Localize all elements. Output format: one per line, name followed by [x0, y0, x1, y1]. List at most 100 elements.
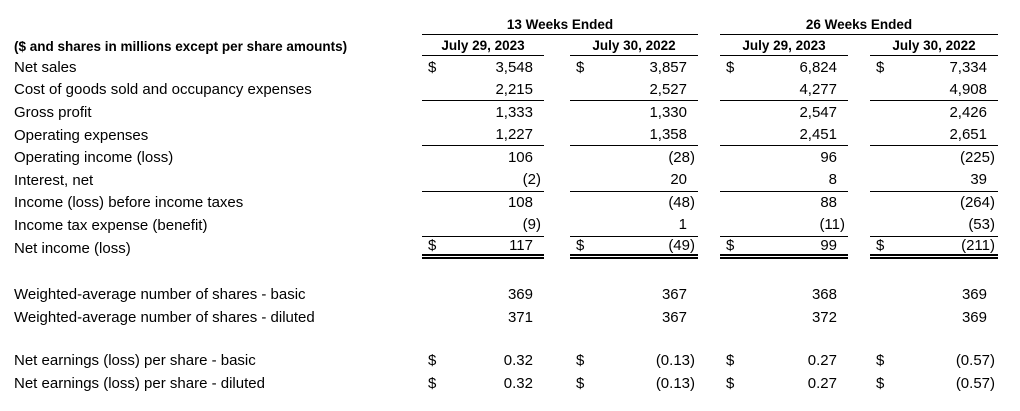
column-header-13w-2022: July 30, 2022: [570, 38, 698, 56]
cell-value: 88: [820, 194, 837, 212]
cell-value: (0.57): [955, 374, 995, 392]
pretax-income-13w-2023: 108: [422, 192, 544, 215]
row-gross-profit: Gross profit 1,333 1,330 2,547 2,426: [14, 101, 1020, 124]
cogs-13w-2023: 2,215: [422, 79, 544, 102]
row-label: Net income (loss): [14, 239, 131, 257]
dollar-sign: $: [576, 237, 585, 255]
row-label: Income tax expense (benefit): [14, 216, 208, 234]
operating-income-13w-2022: (28): [570, 146, 698, 169]
operating-income-26w-2023: 96: [720, 146, 848, 169]
cell-value: 96: [820, 149, 837, 167]
section-spacer: [14, 329, 1020, 350]
opex-26w-2023: 2,451: [720, 124, 848, 147]
tax-26w-2023: (11): [720, 214, 848, 237]
eps-diluted-26w-2022: $ (0.57): [870, 372, 998, 395]
row-label: Weighted-average number of shares - basi…: [14, 286, 306, 304]
cell-value: 7,334: [949, 58, 987, 76]
cell-value: 0.27: [807, 352, 837, 370]
shares-basic-26w-2022: 369: [870, 283, 998, 306]
cell-value: (28): [668, 149, 695, 167]
cell-value: (11): [819, 216, 845, 234]
cell-value: (0.57): [955, 352, 995, 370]
operating-income-26w-2022: (225): [870, 146, 998, 169]
gross-profit-13w-2023: 1,333: [422, 101, 544, 124]
column-header-26w-2022: July 30, 2022: [870, 38, 998, 56]
column-header-13w-2023: July 29, 2023: [422, 38, 544, 56]
row-net-income-loss: Net income (loss) $117 $ (49) $99 $ (211): [14, 237, 1020, 260]
net-income-13w-2023: $117: [422, 237, 544, 260]
eps-diluted-26w-2023: $0.27: [720, 372, 848, 395]
cell-value: 369: [961, 308, 987, 326]
row-label: Cost of goods sold and occupancy expense…: [14, 81, 312, 99]
interest-13w-2023: (2): [422, 169, 544, 192]
cell-value: 2,451: [799, 126, 837, 144]
row-label: Net sales: [14, 58, 77, 76]
pretax-income-26w-2022: (264): [870, 192, 998, 215]
dollar-sign: $: [576, 352, 585, 370]
section-spacer: [14, 259, 1020, 283]
cell-value: 0.27: [807, 374, 837, 392]
dollar-sign: $: [576, 374, 585, 392]
gross-profit-26w-2022: 2,426: [870, 101, 998, 124]
dollar-sign: $: [726, 374, 735, 392]
shares-diluted-26w-2023: 372: [720, 306, 848, 329]
dollar-sign: $: [428, 352, 437, 370]
cogs-26w-2023: 4,277: [720, 79, 848, 102]
cell-value: 20: [670, 171, 687, 189]
cell-value: (2): [522, 171, 541, 189]
tax-13w-2022: 1: [570, 214, 698, 237]
cell-value: 371: [507, 308, 533, 326]
cell-value: 1,330: [649, 103, 687, 121]
cell-value: 2,547: [799, 103, 837, 121]
cell-value: 117: [509, 237, 533, 255]
dollar-sign: $: [428, 237, 437, 255]
cogs-13w-2022: 2,527: [570, 79, 698, 102]
cell-value: (264): [959, 194, 995, 212]
cell-value: 2,426: [949, 103, 987, 121]
cell-value: 108: [507, 194, 533, 212]
shares-basic-26w-2023: 368: [720, 283, 848, 306]
operating-income-13w-2023: 106: [422, 146, 544, 169]
row-operating-income-loss: Operating income (loss) 106 (28) 96 (225…: [14, 146, 1020, 169]
dollar-sign: $: [876, 58, 885, 76]
eps-basic-13w-2022: $ (0.13): [570, 350, 698, 373]
cell-value: 369: [507, 286, 533, 304]
net-sales-13w-2022: $3,857: [570, 56, 698, 79]
cell-value: (48): [668, 194, 695, 212]
dollar-sign: $: [726, 58, 735, 76]
dollar-sign: $: [726, 352, 735, 370]
row-label: Operating expenses: [14, 126, 149, 144]
date-column-header-row: ($ and shares in millions except per sha…: [14, 35, 1020, 56]
row-operating-expenses: Operating expenses 1,227 1,358 2,451 2,6…: [14, 124, 1020, 147]
pretax-income-26w-2023: 88: [720, 192, 848, 215]
row-net-earnings-per-share-basic: Net earnings (loss) per share - basic $0…: [14, 350, 1020, 373]
eps-basic-13w-2023: $0.32: [422, 350, 544, 373]
eps-diluted-13w-2023: $0.32: [422, 372, 544, 395]
row-weighted-average-shares-diluted: Weighted-average number of shares - dilu…: [14, 306, 1020, 329]
interest-26w-2023: 8: [720, 169, 848, 192]
shares-basic-13w-2022: 367: [570, 283, 698, 306]
cell-value: (211): [961, 237, 995, 255]
row-cost-of-goods-sold: Cost of goods sold and occupancy expense…: [14, 79, 1020, 102]
interest-13w-2022: 20: [570, 169, 698, 192]
cell-value: 6,824: [799, 58, 837, 76]
row-net-earnings-per-share-diluted: Net earnings (loss) per share - diluted …: [14, 372, 1020, 395]
cell-value: 372: [811, 308, 837, 326]
shares-diluted-13w-2023: 371: [422, 306, 544, 329]
tax-26w-2022: (53): [870, 214, 998, 237]
shares-basic-13w-2023: 369: [422, 283, 544, 306]
period-group-header-row: 13 Weeks Ended 26 Weeks Ended: [14, 16, 1020, 35]
row-label: Operating income (loss): [14, 149, 174, 167]
row-label: Weighted-average number of shares - dilu…: [14, 308, 315, 326]
eps-basic-26w-2023: $0.27: [720, 350, 848, 373]
cell-value: 3,857: [649, 58, 687, 76]
cell-value: 8: [828, 171, 837, 189]
cell-value: (225): [959, 149, 995, 167]
dollar-sign: $: [726, 237, 735, 255]
row-net-sales: Net sales $3,548 $3,857 $6,824 $7,334: [14, 56, 1020, 79]
cell-value: (49): [668, 237, 695, 255]
column-header-26w-2023: July 29, 2023: [720, 38, 848, 56]
dollar-sign: $: [576, 58, 585, 76]
row-income-tax-expense: Income tax expense (benefit) (9) 1 (11) …: [14, 214, 1020, 237]
